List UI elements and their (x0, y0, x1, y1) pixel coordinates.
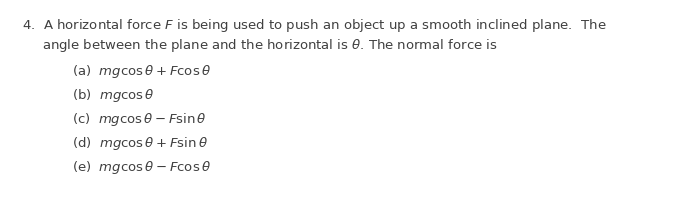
Text: (d)  $mg\cos\theta + F\sin\theta$: (d) $mg\cos\theta + F\sin\theta$ (72, 134, 208, 151)
Text: (c)  $mg\cos\theta - F\sin\theta$: (c) $mg\cos\theta - F\sin\theta$ (72, 110, 207, 127)
Text: (a)  $mg\cos\theta + F\cos\theta$: (a) $mg\cos\theta + F\cos\theta$ (72, 63, 211, 80)
Text: (b)  $mg\cos\theta$: (b) $mg\cos\theta$ (72, 86, 155, 103)
Text: 4.  A horizontal force $F$ is being used to push an object up a smooth inclined : 4. A horizontal force $F$ is being used … (22, 17, 607, 34)
Text: angle between the plane and the horizontal is $\theta$. The normal force is: angle between the plane and the horizont… (42, 37, 498, 54)
Text: (e)  $mg\cos\theta - F\cos\theta$: (e) $mg\cos\theta - F\cos\theta$ (72, 158, 211, 175)
